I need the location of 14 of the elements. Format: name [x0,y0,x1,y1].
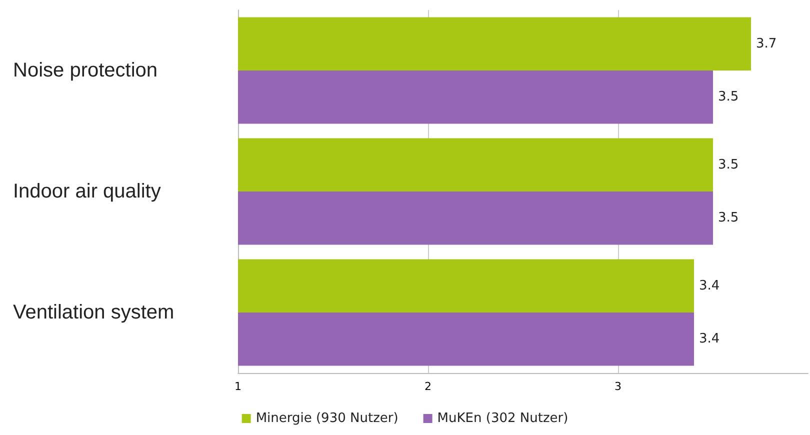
data-label: 3.5 [718,210,739,226]
y-tick-label: Indoor air quality [13,180,161,202]
legend-label: MuKEn (302 Nutzer) [437,411,568,426]
y-tick-label: Ventilation system [13,302,174,324]
x-tick-label: 3 [614,380,622,393]
data-label: 3.7 [756,36,777,52]
data-label: 3.4 [699,278,720,294]
legend-label: Minergie (930 Nutzer) [256,411,398,426]
x-tick-label: 2 [424,380,432,393]
x-tick-label: 1 [234,380,242,393]
data-label: 3.5 [718,157,739,172]
data-label: 3.5 [718,90,739,105]
y-tick-label: Noise protection [13,60,158,82]
data-label: 3.4 [699,332,720,347]
